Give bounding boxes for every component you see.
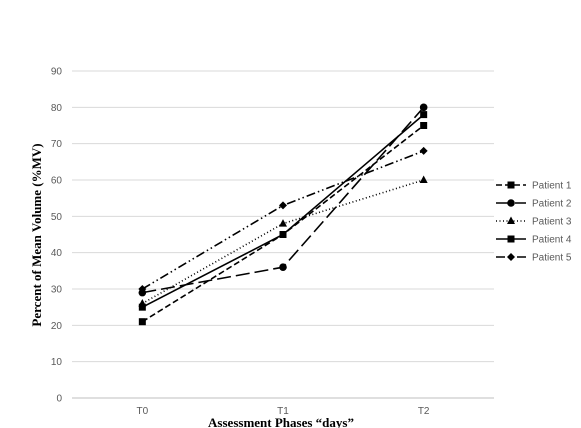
legend-marker bbox=[507, 181, 515, 189]
x-tick-label: T1 bbox=[277, 406, 289, 417]
series-2 bbox=[138, 103, 428, 297]
legend-entry: Patient 4 bbox=[496, 235, 572, 246]
legend-marker bbox=[507, 253, 515, 261]
y-tick-label: 40 bbox=[51, 248, 63, 259]
series-5 bbox=[138, 146, 428, 293]
legend-label: Patient 4 bbox=[532, 235, 572, 246]
y-tick-label: 20 bbox=[51, 321, 63, 332]
x-tick-label: T0 bbox=[136, 406, 148, 417]
legend-marker bbox=[507, 216, 515, 224]
data-point bbox=[420, 111, 428, 119]
legend: Patient 1 Patient 2 Patient 3 Patient 4 Pati… bbox=[496, 181, 572, 264]
legend-entry: Patient 2 bbox=[496, 199, 572, 210]
y-tick-label: 0 bbox=[56, 394, 62, 405]
legend-entry: Patient 1 bbox=[496, 181, 572, 192]
data-point bbox=[419, 146, 428, 155]
y-tick-label: 70 bbox=[51, 139, 63, 150]
data-point bbox=[279, 201, 287, 210]
legend-marker bbox=[507, 199, 515, 207]
series-4 bbox=[138, 111, 428, 311]
legend-entry: Patient 5 bbox=[496, 253, 572, 264]
y-tick-label: 60 bbox=[51, 176, 63, 187]
y-tick-label: 80 bbox=[51, 103, 63, 114]
x-axis-title: Assessment Phases “days” bbox=[208, 415, 354, 428]
data-point bbox=[419, 103, 428, 112]
legend-marker bbox=[507, 235, 515, 243]
data-point bbox=[419, 175, 428, 183]
y-tick-label: 10 bbox=[51, 357, 63, 368]
tick-labels: 0 10 20 30 40 50 60 70 80 90 T0 T1 T2 bbox=[51, 67, 430, 418]
y-tick-label: 90 bbox=[51, 67, 63, 78]
legend-label: Patient 1 bbox=[532, 181, 572, 192]
data-point bbox=[279, 263, 287, 272]
data-point bbox=[138, 285, 147, 293]
data-point bbox=[138, 318, 146, 326]
y-tick-label: 30 bbox=[51, 285, 63, 296]
data-point bbox=[138, 303, 146, 311]
x-tick-label: T2 bbox=[418, 406, 430, 417]
legend-entry: Patient 3 bbox=[496, 216, 572, 228]
data-point bbox=[420, 122, 428, 129]
data-point bbox=[279, 231, 287, 238]
legend-label: Patient 5 bbox=[532, 253, 572, 264]
series-lines bbox=[138, 103, 428, 326]
y-tick-label: 50 bbox=[51, 212, 63, 223]
y-axis-title: Percent of Mean Volume (%MV) bbox=[29, 143, 44, 326]
legend-label: Patient 2 bbox=[532, 199, 572, 210]
legend-label: Patient 3 bbox=[532, 217, 572, 228]
data-point bbox=[279, 219, 287, 227]
